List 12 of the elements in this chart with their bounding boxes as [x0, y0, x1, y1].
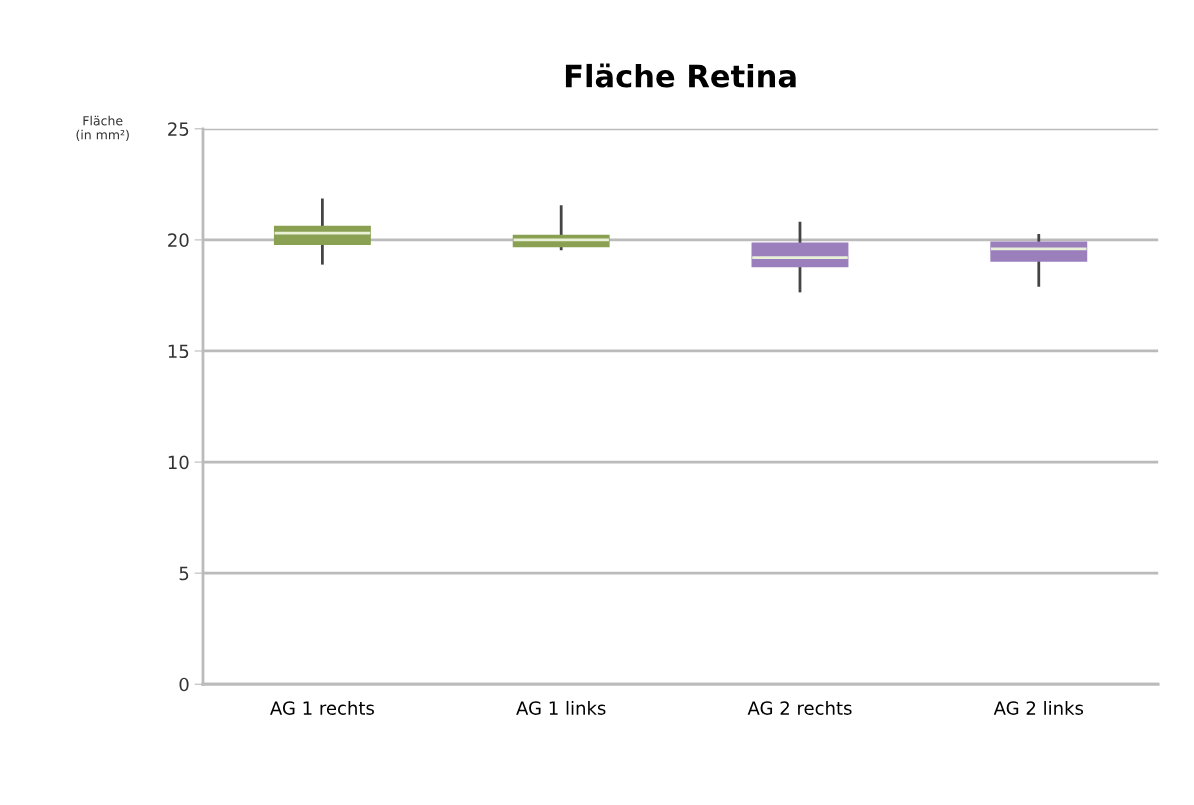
y-tick-label: 25 — [168, 122, 189, 136]
y-tick-label: 20 — [168, 233, 189, 248]
y-tick-label: 0 — [179, 677, 189, 692]
x-tick-label: AG 1 rechts — [270, 700, 374, 715]
x-tick-label: AG 1 links — [516, 700, 606, 715]
y-tick-label: 5 — [179, 566, 189, 581]
y-axis-title: Fläche (in mm²) — [76, 115, 129, 141]
chart-title: Fläche Retina — [565, 63, 796, 88]
y-tick-label: 15 — [168, 344, 189, 359]
x-tick-label: AG 2 rechts — [747, 700, 852, 715]
y-tick-label: 10 — [168, 455, 189, 470]
x-tick-label: AG 2 links — [993, 700, 1084, 715]
